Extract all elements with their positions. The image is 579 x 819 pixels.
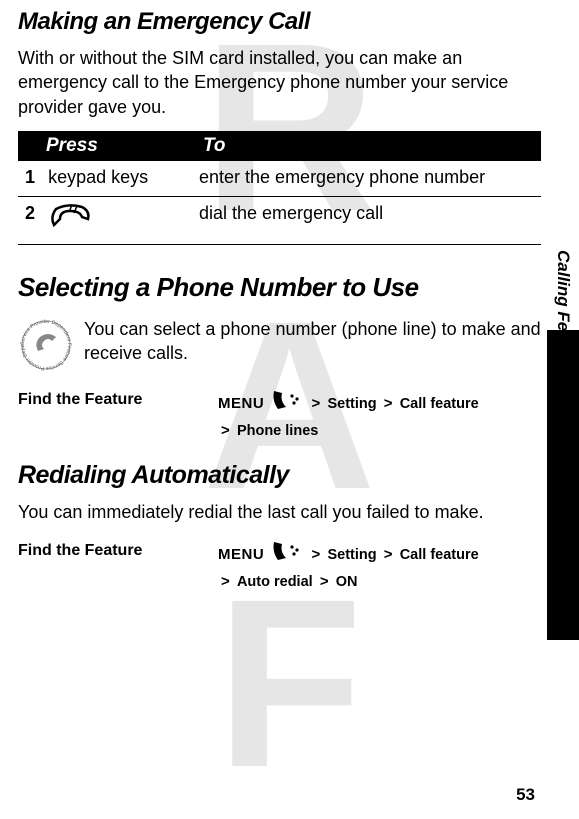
softkey-icon — [270, 540, 302, 570]
crumb-on: ON — [336, 574, 358, 590]
softkey-icon — [270, 389, 302, 419]
th-press: Press — [18, 131, 193, 161]
breadcrumb-sep: > — [312, 546, 321, 563]
to-cell: enter the emergency phone number — [193, 161, 541, 197]
breadcrumb-sep: > — [221, 573, 230, 590]
instruction-table: Press To 1 keypad keys enter the emergen… — [18, 131, 541, 245]
step-number: 2 — [18, 196, 42, 244]
breadcrumb-sep: > — [221, 422, 230, 439]
crumb-auto-redial: Auto redial — [237, 574, 313, 590]
table-row: 2 dial the emergency call — [18, 196, 541, 244]
crumb-setting: Setting — [327, 396, 376, 412]
paragraph-emergency: With or without the SIM card installed, … — [18, 46, 541, 119]
find-the-feature-block: Find the Feature MENU > Setting > Call f… — [18, 389, 541, 443]
find-the-feature-label: Find the Feature — [18, 540, 218, 560]
th-to: To — [193, 131, 541, 161]
find-the-feature-label: Find the Feature — [18, 389, 218, 409]
crumb-phone-lines: Phone lines — [237, 423, 318, 439]
heading-emergency-call: Making an Emergency Call — [18, 8, 541, 36]
page-number: 53 — [516, 785, 535, 805]
menu-text: MENU — [218, 395, 264, 412]
breadcrumb-sep: > — [312, 395, 321, 412]
crumb-call-feature: Call feature — [400, 547, 479, 563]
breadcrumb-sep: > — [320, 573, 329, 590]
menu-path: MENU > Setting > Call feature > Phone li… — [218, 389, 479, 443]
table-row: 1 keypad keys enter the emergency phone … — [18, 161, 541, 197]
breadcrumb-sep: > — [384, 395, 393, 412]
call-key-icon — [48, 203, 92, 236]
find-the-feature-block: Find the Feature MENU > Setting > Call f… — [18, 540, 541, 594]
heading-redial: Redialing Automatically — [18, 461, 541, 490]
menu-text: MENU — [218, 546, 264, 563]
breadcrumb-sep: > — [384, 546, 393, 563]
crumb-setting: Setting — [327, 547, 376, 563]
to-cell: dial the emergency call — [193, 196, 541, 244]
paragraph-redial: You can immediately redial the last call… — [18, 500, 541, 524]
service-provider-badge-icon: Service Provider Dependent Feature Servi… — [18, 317, 74, 373]
side-section-label: Calling Features — [553, 250, 573, 382]
press-cell: keypad keys — [42, 161, 193, 197]
svg-text:Service Provider Dependent Fea: Service Provider Dependent Feature Servi… — [18, 317, 72, 371]
press-cell — [42, 196, 193, 244]
paragraph-select-number: You can select a phone number (phone lin… — [84, 317, 541, 366]
step-number: 1 — [18, 161, 42, 197]
heading-select-number: Selecting a Phone Number to Use — [18, 273, 541, 303]
crumb-call-feature: Call feature — [400, 396, 479, 412]
menu-path: MENU > Setting > Call feature > Auto red… — [218, 540, 479, 594]
